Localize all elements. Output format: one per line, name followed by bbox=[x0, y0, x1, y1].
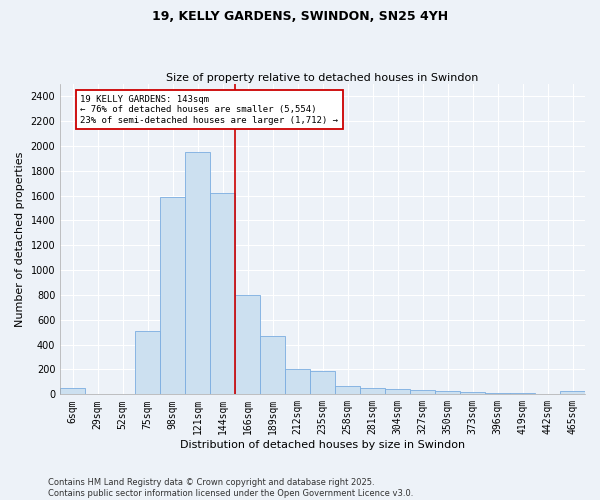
Bar bbox=[235, 295, 260, 394]
Title: Size of property relative to detached houses in Swindon: Size of property relative to detached ho… bbox=[166, 73, 479, 83]
Bar bbox=[335, 386, 360, 394]
Text: 19 KELLY GARDENS: 143sqm
← 76% of detached houses are smaller (5,554)
23% of sem: 19 KELLY GARDENS: 143sqm ← 76% of detach… bbox=[80, 95, 338, 125]
Bar bbox=[485, 393, 510, 394]
Bar bbox=[385, 388, 410, 394]
Bar bbox=[135, 331, 160, 394]
Text: Contains HM Land Registry data © Crown copyright and database right 2025.
Contai: Contains HM Land Registry data © Crown c… bbox=[48, 478, 413, 498]
Bar bbox=[310, 370, 335, 394]
Bar bbox=[410, 390, 435, 394]
X-axis label: Distribution of detached houses by size in Swindon: Distribution of detached houses by size … bbox=[180, 440, 465, 450]
Bar bbox=[60, 388, 85, 394]
Y-axis label: Number of detached properties: Number of detached properties bbox=[15, 152, 25, 326]
Bar bbox=[210, 193, 235, 394]
Bar bbox=[560, 391, 585, 394]
Text: 19, KELLY GARDENS, SWINDON, SN25 4YH: 19, KELLY GARDENS, SWINDON, SN25 4YH bbox=[152, 10, 448, 23]
Bar bbox=[285, 370, 310, 394]
Bar bbox=[435, 391, 460, 394]
Bar bbox=[185, 152, 210, 394]
Bar bbox=[260, 336, 285, 394]
Bar bbox=[360, 388, 385, 394]
Bar bbox=[160, 197, 185, 394]
Bar bbox=[460, 392, 485, 394]
